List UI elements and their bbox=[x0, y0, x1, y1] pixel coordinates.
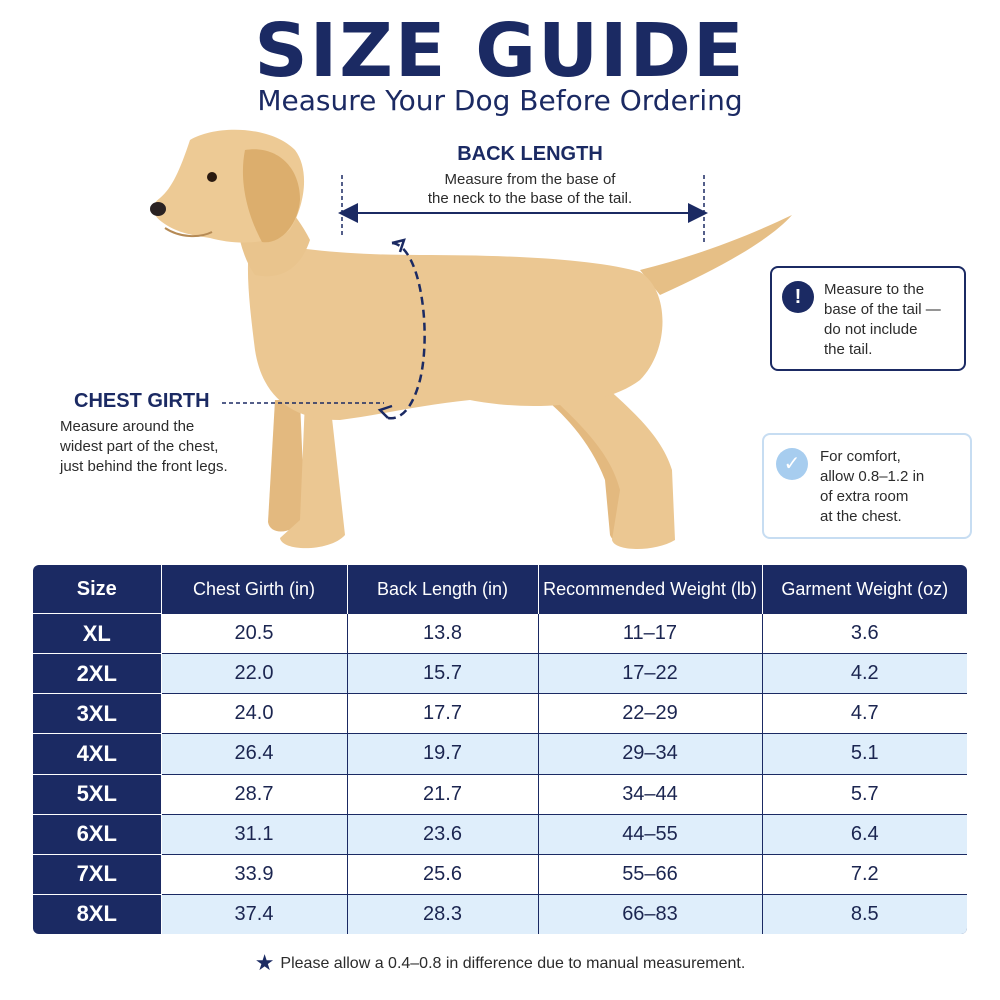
size-cell: XL bbox=[33, 612, 162, 654]
back-cell: 17.7 bbox=[347, 693, 539, 734]
back-cell: 28.3 bbox=[347, 893, 539, 934]
size-cell: 3XL bbox=[33, 693, 162, 734]
dog-tail bbox=[640, 215, 792, 295]
header-recommended-weight: Recommended Weight (lb) bbox=[538, 565, 763, 614]
tail-note: ! Measure to the base of the tail — do n… bbox=[770, 266, 966, 371]
garment-cell: 5.7 bbox=[762, 773, 967, 815]
dog-front-leg-far bbox=[268, 400, 305, 532]
page-title: SIZE GUIDE bbox=[254, 8, 746, 94]
exclamation-icon: ! bbox=[782, 281, 814, 313]
size-cell: 6XL bbox=[33, 813, 162, 855]
size-cell: 7XL bbox=[33, 853, 162, 895]
garment-cell: 8.5 bbox=[762, 893, 967, 934]
back-cell: 25.6 bbox=[347, 853, 539, 895]
size-cell: 2XL bbox=[33, 653, 162, 694]
header-size: Size bbox=[33, 565, 162, 614]
header-chest-girth: Chest Girth (in) bbox=[161, 565, 348, 614]
dog-back-leg-near bbox=[555, 360, 675, 549]
back-cell: 15.7 bbox=[347, 653, 539, 694]
footnote-text: Please allow a 0.4–0.8 in difference due… bbox=[280, 955, 746, 972]
back-length-heading: BACK LENGTH bbox=[457, 143, 603, 165]
table-row: 7XL 33.9 25.6 55–66 7.2 bbox=[33, 853, 967, 895]
chest-cell: 20.5 bbox=[161, 612, 348, 654]
chest-cell: 37.4 bbox=[161, 893, 348, 934]
table-row: 4XL 26.4 19.7 29–34 5.1 bbox=[33, 733, 967, 775]
header-back-length: Back Length (in) bbox=[347, 565, 539, 614]
header-garment-weight: Garment Weight (oz) bbox=[781, 578, 949, 599]
chest-cell: 28.7 bbox=[161, 773, 348, 815]
chest-cell: 26.4 bbox=[161, 733, 348, 775]
table-row: 5XL 28.7 21.7 34–44 5.7 bbox=[33, 773, 967, 815]
size-cell: 8XL bbox=[33, 893, 162, 934]
garment-cell: 4.2 bbox=[762, 653, 967, 694]
garment-cell: 4.7 bbox=[762, 693, 967, 734]
weight-cell: 34–44 bbox=[538, 773, 763, 815]
weight-cell: 29–34 bbox=[538, 733, 763, 775]
size-table: Size Chest Girth (in) Back Length (in) R… bbox=[33, 565, 967, 934]
weight-cell: 22–29 bbox=[538, 693, 763, 734]
size-cell: 5XL bbox=[33, 773, 162, 815]
dog-front-leg-near bbox=[280, 400, 345, 549]
chest-girth-description: Measure around the widest part of the ch… bbox=[60, 418, 228, 475]
weight-cell: 44–55 bbox=[538, 813, 763, 855]
table-row: 2XL 22.0 15.7 17–22 4.2 bbox=[33, 653, 967, 694]
weight-cell: 66–83 bbox=[538, 893, 763, 934]
star-icon: ★ bbox=[254, 950, 275, 975]
weight-cell: 11–17 bbox=[538, 612, 763, 654]
back-length-description: Measure from the base of the neck to the… bbox=[427, 171, 633, 207]
chest-cell: 31.1 bbox=[161, 813, 348, 855]
dog-nose bbox=[150, 202, 166, 216]
garment-cell: 5.1 bbox=[762, 733, 967, 775]
back-cell: 13.8 bbox=[347, 612, 539, 654]
garment-cell: 7.2 bbox=[762, 853, 967, 895]
table-header-row: Size Chest Girth (in) Back Length (in) R… bbox=[33, 565, 967, 614]
comfort-note: ✓ For comfort, allow 0.8–1.2 in of extra… bbox=[762, 433, 972, 539]
chest-girth-loop bbox=[387, 241, 426, 420]
garment-cell: 3.6 bbox=[762, 612, 967, 654]
table-row: 8XL 37.4 28.3 66–83 8.5 bbox=[33, 893, 967, 934]
chest-cell: 24.0 bbox=[161, 693, 348, 734]
back-cell: 23.6 bbox=[347, 813, 539, 855]
dog-body bbox=[247, 240, 663, 420]
table-row: 3XL 24.0 17.7 22–29 4.7 bbox=[33, 693, 967, 734]
back-cell: 19.7 bbox=[347, 733, 539, 775]
chest-girth-heading: CHEST GIRTH bbox=[74, 390, 210, 412]
check-icon: ✓ bbox=[776, 448, 808, 480]
dog-ear bbox=[242, 149, 300, 243]
size-cell: 4XL bbox=[33, 733, 162, 775]
footnote: ★ Please allow a 0.4–0.8 in difference du… bbox=[0, 950, 1000, 976]
dog-eye bbox=[207, 172, 217, 182]
table-row: 6XL 31.1 23.6 44–55 6.4 bbox=[33, 813, 967, 855]
page-subtitle: Measure Your Dog Before Ordering bbox=[257, 84, 743, 117]
chest-cell: 33.9 bbox=[161, 853, 348, 895]
weight-cell: 55–66 bbox=[538, 853, 763, 895]
dog-illustration bbox=[150, 129, 792, 549]
garment-cell: 6.4 bbox=[762, 813, 967, 855]
back-cell: 21.7 bbox=[347, 773, 539, 815]
weight-cell: 17–22 bbox=[538, 653, 763, 694]
table-row: XL 20.5 13.8 11–17 3.6 bbox=[33, 612, 967, 654]
chest-cell: 22.0 bbox=[161, 653, 348, 694]
